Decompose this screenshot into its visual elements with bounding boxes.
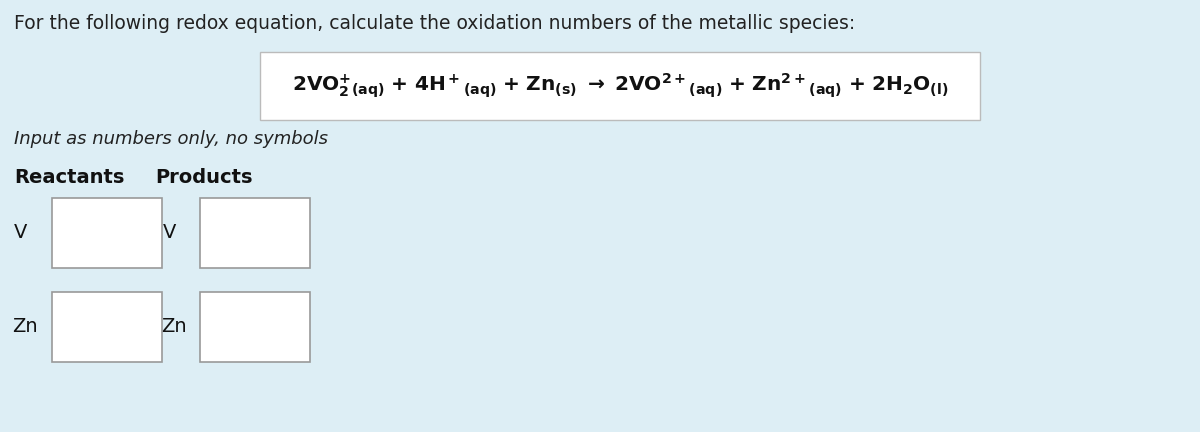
- Text: Zn: Zn: [161, 318, 187, 337]
- Text: For the following redox equation, calculate the oxidation numbers of the metalli: For the following redox equation, calcul…: [14, 14, 856, 33]
- FancyBboxPatch shape: [52, 292, 162, 362]
- Text: V: V: [14, 223, 28, 242]
- FancyBboxPatch shape: [200, 198, 310, 268]
- Text: Reactants: Reactants: [14, 168, 125, 187]
- FancyBboxPatch shape: [52, 198, 162, 268]
- FancyBboxPatch shape: [260, 52, 980, 120]
- Text: V: V: [163, 223, 176, 242]
- Text: $\bf{2VO_2^{+}}$$\bf{_{(aq)}}$ $\bf{+}$ $\bf{4H^+}$$\bf{_{(aq)}}$ $\bf{+}$ $\bf{: $\bf{2VO_2^{+}}$$\bf{_{(aq)}}$ $\bf{+}$ …: [292, 72, 948, 100]
- Text: Input as numbers only, no symbols: Input as numbers only, no symbols: [14, 130, 328, 148]
- FancyBboxPatch shape: [200, 292, 310, 362]
- Text: Zn: Zn: [12, 318, 37, 337]
- Text: Products: Products: [155, 168, 252, 187]
